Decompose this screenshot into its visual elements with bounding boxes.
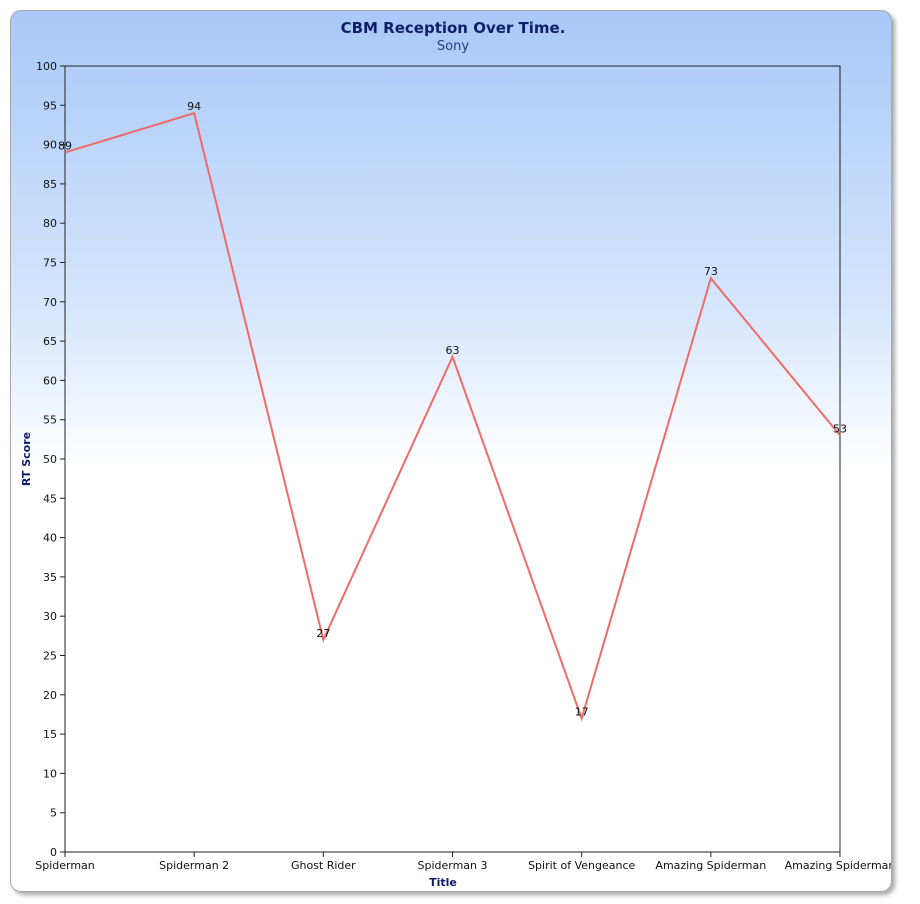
x-tick-label: Amazing Spiderman (785, 859, 891, 872)
y-tick-label: 55 (43, 414, 57, 427)
data-label: 89 (58, 139, 72, 152)
line-chart: CBM Reception Over Time. Sony 0 5 10 15 20 25… (20, 19, 891, 889)
data-label: 27 (316, 627, 330, 640)
x-tick-label: Ghost Rider (291, 859, 356, 872)
y-tick-label: 25 (43, 650, 57, 663)
x-tick-label: Spiderman 2 (159, 859, 229, 872)
y-tick-label: 95 (43, 99, 57, 112)
y-tick-label: 75 (43, 257, 57, 270)
y-tick-label: 80 (43, 217, 57, 230)
x-tick-label: Spirit of Vengeance (528, 859, 635, 872)
y-tick-label: 100 (36, 60, 57, 73)
x-axis: Spiderman Spiderman 2 Ghost Rider Spiderman… (35, 852, 891, 872)
x-tick-label: Amazing Spiderman (655, 859, 766, 872)
y-axis: 0 5 10 15 20 25 30 35 40 45 50 55 60 65 70 75 80 85 90 95 10… (36, 60, 65, 859)
chart-subtitle: Sony (437, 39, 469, 54)
data-label: 53 (833, 422, 847, 435)
y-tick-label: 65 (43, 335, 57, 348)
y-tick-label: 90 (43, 139, 57, 152)
y-tick-label: 35 (43, 571, 57, 584)
data-label: 63 (446, 344, 460, 357)
series-rt-score: 89 94 27 63 17 73 53 (58, 100, 847, 722)
y-tick-label: 60 (43, 374, 57, 387)
y-tick-label: 50 (43, 453, 57, 466)
y-tick-label: 5 (50, 807, 57, 820)
plot-area (64, 65, 841, 853)
chart-panel: CBM Reception Over Time. Sony 0 5 10 15 20 25… (10, 10, 892, 892)
y-tick-label: 0 (50, 846, 57, 859)
y-tick-label: 20 (43, 689, 57, 702)
y-axis-title: RT Score (20, 432, 33, 486)
chart-title: CBM Reception Over Time. (341, 19, 566, 37)
x-tick-label: Spiderman 3 (417, 859, 487, 872)
y-tick-label: 30 (43, 610, 57, 623)
y-tick-label: 40 (43, 532, 57, 545)
x-tick-label: Spiderman (35, 859, 95, 872)
x-axis-title: Title (429, 876, 457, 889)
y-tick-label: 45 (43, 492, 57, 505)
data-label: 94 (187, 100, 201, 113)
y-tick-label: 10 (43, 767, 57, 780)
series-line (64, 111, 841, 722)
y-tick-label: 15 (43, 728, 57, 741)
data-label: 17 (575, 705, 589, 718)
y-tick-label: 85 (43, 178, 57, 191)
y-tick-label: 70 (43, 296, 57, 309)
data-label: 73 (704, 265, 718, 278)
